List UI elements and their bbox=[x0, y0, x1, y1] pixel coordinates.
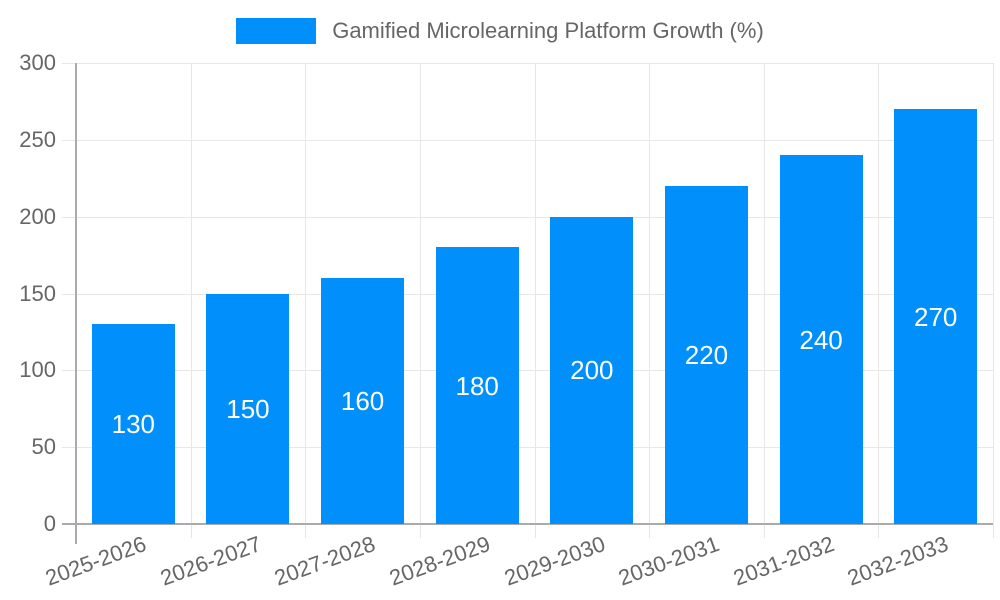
x-gridline bbox=[305, 63, 307, 524]
x-tick bbox=[993, 524, 994, 538]
x-tick bbox=[649, 524, 651, 538]
bar-value-label: 160 bbox=[340, 386, 385, 417]
y-axis-line bbox=[75, 63, 77, 544]
y-axis-label: 300 bbox=[19, 50, 56, 75]
x-tick bbox=[763, 524, 765, 538]
x-gridline bbox=[190, 63, 192, 524]
x-tick bbox=[190, 524, 192, 538]
bar-value-label: 240 bbox=[799, 324, 843, 355]
x-tick bbox=[534, 524, 536, 538]
y-tick bbox=[62, 63, 76, 64]
x-tick bbox=[878, 524, 880, 538]
legend-label: Gamified Microlearning Platform Growth (… bbox=[332, 18, 764, 43]
y-axis-label: 250 bbox=[19, 126, 56, 152]
y-tick bbox=[62, 447, 76, 449]
y-tick bbox=[62, 139, 76, 141]
y-axis-label: 50 bbox=[31, 434, 56, 460]
bar bbox=[206, 293, 290, 524]
bar bbox=[664, 185, 748, 524]
y-axis-label: 150 bbox=[19, 280, 56, 306]
x-gridline bbox=[419, 63, 421, 524]
chart-legend: Gamified Microlearning Platform Growth (… bbox=[0, 17, 1000, 45]
x-gridline bbox=[878, 63, 880, 524]
x-axis-label: 2026-2027 bbox=[156, 531, 265, 591]
bar-value-label: 130 bbox=[111, 409, 155, 440]
bar-value-label: 180 bbox=[455, 370, 499, 401]
x-gridline bbox=[993, 63, 994, 524]
x-axis-label: 2029-2030 bbox=[500, 531, 609, 591]
bar bbox=[894, 109, 978, 524]
x-axis-label: 2032-2033 bbox=[844, 531, 952, 591]
bar-value-label: 150 bbox=[226, 393, 270, 424]
bar-value-label: 270 bbox=[913, 301, 958, 332]
bar bbox=[435, 247, 519, 524]
y-tick bbox=[62, 524, 76, 525]
y-tick bbox=[62, 293, 76, 295]
x-gridline bbox=[534, 63, 536, 524]
bar-value-label: 200 bbox=[570, 355, 614, 386]
y-axis-label: 100 bbox=[19, 357, 56, 383]
x-tick bbox=[419, 524, 421, 538]
x-axis-label: 2025-2026 bbox=[42, 531, 150, 591]
x-axis-label: 2030-2031 bbox=[615, 531, 723, 591]
bar bbox=[550, 216, 634, 524]
y-tick bbox=[62, 370, 76, 372]
bar bbox=[91, 324, 175, 524]
x-gridline bbox=[763, 63, 765, 524]
x-axis-label: 2031-2032 bbox=[729, 531, 838, 591]
x-axis-label: 2027-2028 bbox=[271, 531, 379, 591]
x-gridline bbox=[649, 63, 651, 524]
x-tick bbox=[305, 524, 307, 538]
bar bbox=[779, 155, 863, 524]
x-axis-label: 2028-2029 bbox=[385, 531, 494, 591]
y-axis-label: 200 bbox=[19, 203, 56, 229]
x-axis-line bbox=[62, 523, 993, 525]
y-tick bbox=[62, 216, 76, 218]
y-axis-label: 0 bbox=[43, 511, 56, 536]
bar-value-label: 220 bbox=[684, 339, 729, 370]
legend-swatch bbox=[236, 18, 317, 44]
bar bbox=[321, 278, 405, 524]
